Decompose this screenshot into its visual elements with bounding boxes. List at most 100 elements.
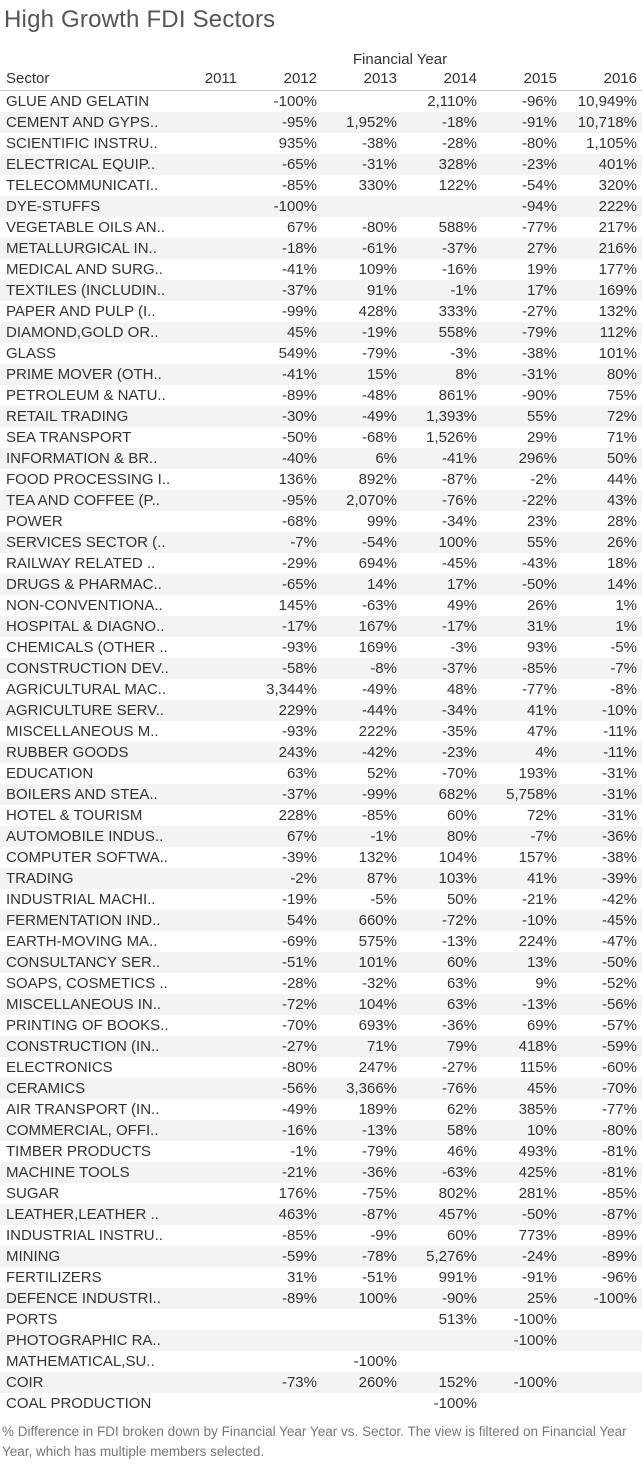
sector-label[interactable]: HOTEL & TOURISM: [6, 807, 143, 824]
sector-label[interactable]: TIMBER PRODUCTS: [6, 1143, 152, 1160]
value-cell[interactable]: -27%: [441, 1059, 477, 1076]
value-cell[interactable]: -39%: [281, 849, 317, 866]
value-cell[interactable]: 9%: [535, 975, 557, 992]
value-cell[interactable]: -18%: [281, 240, 317, 257]
value-cell[interactable]: -45%: [441, 555, 477, 572]
value-cell[interactable]: -10%: [601, 702, 637, 719]
table-row[interactable]: SCIENTIFIC INSTRU.. 935% -38% -28% -80% 1,105…: [0, 133, 642, 154]
value-cell[interactable]: -5%: [610, 639, 637, 656]
sector-label[interactable]: EDUCATION: [6, 765, 94, 782]
value-cell[interactable]: -30%: [281, 408, 317, 425]
value-cell[interactable]: 1%: [615, 618, 637, 635]
value-cell[interactable]: -21%: [521, 891, 557, 908]
table-row[interactable]: AIR TRANSPORT (IN.. -49% 189% 62% 385% -77%: [0, 1099, 642, 1120]
value-cell[interactable]: -59%: [281, 1248, 317, 1265]
value-cell[interactable]: -56%: [281, 1080, 317, 1097]
value-cell[interactable]: -69%: [281, 933, 317, 950]
value-cell[interactable]: 31%: [286, 1269, 317, 1286]
value-cell[interactable]: 425%: [518, 1164, 557, 1181]
value-cell[interactable]: 385%: [518, 1101, 557, 1118]
table-row[interactable]: COMMERCIAL, OFFI.. -16% -13% 58% 10% -80%: [0, 1120, 642, 1141]
table-row[interactable]: PORTS 513% -100%: [0, 1309, 642, 1330]
value-cell[interactable]: -96%: [601, 1269, 637, 1286]
value-cell[interactable]: 169%: [358, 639, 397, 656]
value-cell[interactable]: 10%: [526, 1122, 557, 1139]
value-cell[interactable]: 41%: [526, 702, 557, 719]
sector-label[interactable]: AGRICULTURAL MAC..: [6, 681, 167, 698]
sector-label[interactable]: PAPER AND PULP (I..: [6, 303, 156, 320]
table-row[interactable]: INDUSTRIAL INSTRU.. -85% -9% 60% 773% -89%: [0, 1225, 642, 1246]
sector-label[interactable]: HOSPITAL & DIAGNO..: [6, 618, 165, 635]
value-cell[interactable]: -2%: [290, 870, 317, 887]
table-row[interactable]: EARTH-MOVING MA.. -69% 575% -13% 224% -47%: [0, 931, 642, 952]
value-cell[interactable]: 281%: [518, 1185, 557, 1202]
value-cell[interactable]: 3,366%: [346, 1080, 397, 1097]
value-cell[interactable]: -36%: [601, 828, 637, 845]
value-cell[interactable]: 549%: [278, 345, 317, 362]
value-cell[interactable]: 5,276%: [426, 1248, 477, 1265]
value-cell[interactable]: 101%: [598, 345, 637, 362]
table-row[interactable]: COAL PRODUCTION -100%: [0, 1393, 642, 1414]
table-row[interactable]: TEXTILES (INCLUDIN.. -37% 91% -1% 17% 169%: [0, 280, 642, 301]
value-cell[interactable]: -34%: [441, 702, 477, 719]
sector-label[interactable]: PHOTOGRAPHIC RA..: [6, 1332, 161, 1349]
sector-label[interactable]: FERTILIZERS: [6, 1269, 102, 1286]
value-cell[interactable]: 193%: [518, 765, 557, 782]
sector-label[interactable]: ELECTRICAL EQUIP..: [6, 156, 156, 173]
value-cell[interactable]: -41%: [281, 366, 317, 383]
value-cell[interactable]: -45%: [601, 912, 637, 929]
value-cell[interactable]: 47%: [526, 723, 557, 740]
value-cell[interactable]: 575%: [358, 933, 397, 950]
value-cell[interactable]: -44%: [361, 702, 397, 719]
value-cell[interactable]: 260%: [358, 1374, 397, 1391]
sector-label[interactable]: INFORMATION & BR..: [6, 450, 158, 467]
value-cell[interactable]: -90%: [521, 387, 557, 404]
value-cell[interactable]: -1%: [450, 282, 477, 299]
table-row[interactable]: RETAIL TRADING -30% -49% 1,393% 55% 72%: [0, 406, 642, 427]
value-cell[interactable]: 991%: [438, 1269, 477, 1286]
value-cell[interactable]: -79%: [361, 1143, 397, 1160]
value-cell[interactable]: -8%: [370, 660, 397, 677]
value-cell[interactable]: -51%: [281, 954, 317, 971]
value-cell[interactable]: 80%: [446, 828, 477, 845]
table-row[interactable]: HOTEL & TOURISM 228% -85% 60% 72% -31%: [0, 805, 642, 826]
value-cell[interactable]: -2%: [530, 471, 557, 488]
value-cell[interactable]: 63%: [286, 765, 317, 782]
sector-label[interactable]: TEA AND COFFEE (P..: [6, 492, 160, 509]
value-cell[interactable]: -65%: [281, 156, 317, 173]
sector-label[interactable]: CEMENT AND GYPS..: [6, 114, 159, 131]
value-cell[interactable]: 25%: [526, 1290, 557, 1307]
value-cell[interactable]: -79%: [521, 324, 557, 341]
value-cell[interactable]: 45%: [286, 324, 317, 341]
value-cell[interactable]: -76%: [441, 492, 477, 509]
value-cell[interactable]: 104%: [358, 996, 397, 1013]
value-cell[interactable]: 1,393%: [426, 408, 477, 425]
value-cell[interactable]: -52%: [601, 975, 637, 992]
value-cell[interactable]: 46%: [446, 1143, 477, 1160]
value-cell[interactable]: -85%: [361, 807, 397, 824]
value-cell[interactable]: -1%: [290, 1143, 317, 1160]
value-cell[interactable]: 44%: [606, 471, 637, 488]
value-cell[interactable]: -87%: [361, 1206, 397, 1223]
value-cell[interactable]: 157%: [518, 849, 557, 866]
table-row[interactable]: NON-CONVENTIONA.. 145% -63% 49% 26% 1%: [0, 595, 642, 616]
table-row[interactable]: EDUCATION 63% 52% -70% 193% -31%: [0, 763, 642, 784]
value-cell[interactable]: -35%: [441, 723, 477, 740]
value-cell[interactable]: -54%: [361, 534, 397, 551]
value-cell[interactable]: -3%: [450, 345, 477, 362]
value-cell[interactable]: 224%: [518, 933, 557, 950]
value-cell[interactable]: -50%: [601, 954, 637, 971]
sector-label[interactable]: POWER: [6, 513, 63, 530]
value-cell[interactable]: -31%: [361, 156, 397, 173]
sector-column-header[interactable]: Sector: [6, 70, 50, 87]
value-cell[interactable]: 79%: [446, 1038, 477, 1055]
value-cell[interactable]: 513%: [438, 1311, 477, 1328]
value-cell[interactable]: -27%: [521, 303, 557, 320]
value-cell[interactable]: -93%: [281, 723, 317, 740]
value-cell[interactable]: -58%: [281, 660, 317, 677]
value-cell[interactable]: 493%: [518, 1143, 557, 1160]
value-cell[interactable]: 328%: [438, 156, 477, 173]
year-column-header[interactable]: 2015: [523, 70, 557, 87]
value-cell[interactable]: -8%: [610, 681, 637, 698]
sector-label[interactable]: NON-CONVENTIONA..: [6, 597, 163, 614]
